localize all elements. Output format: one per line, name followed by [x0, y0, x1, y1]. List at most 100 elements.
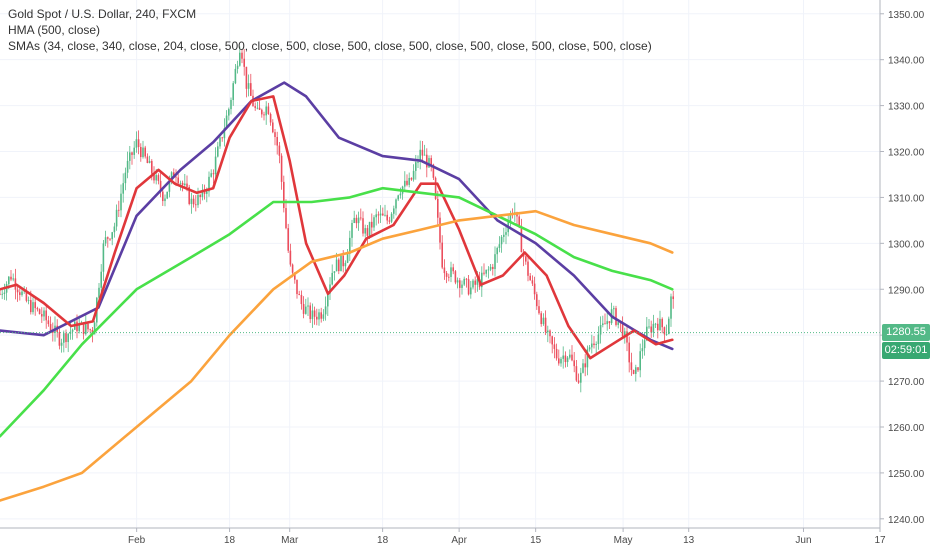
candle-body: [118, 209, 120, 211]
symbol-title[interactable]: Gold Spot / U.S. Dollar, 240, FXCM: [8, 7, 197, 21]
candle-body: [626, 331, 628, 343]
candle-body: [595, 344, 597, 345]
candle-body: [357, 217, 360, 224]
candle-body: [208, 176, 210, 192]
candle-body: [586, 349, 589, 368]
hma-label[interactable]: HMA (500, close): [8, 23, 101, 37]
candle-body: [30, 300, 32, 313]
indicator-line: [0, 95, 674, 360]
candle-body: [630, 362, 633, 370]
candle-body: [278, 145, 281, 156]
candle-body: [65, 333, 67, 343]
candle-body: [184, 183, 186, 186]
candle-body: [269, 114, 272, 123]
candle-body: [577, 380, 580, 383]
candle-body: [390, 213, 393, 222]
candle-body: [432, 164, 435, 178]
smas-label[interactable]: SMAs (34, close, 340, close, 204, close,…: [8, 39, 652, 53]
candle-body: [635, 367, 637, 374]
candle-body: [3, 292, 6, 294]
candle-body: [60, 342, 63, 346]
candle-body: [564, 355, 567, 363]
candle-body: [327, 293, 329, 307]
candle-body: [113, 226, 116, 233]
candle-body: [386, 214, 388, 221]
candle-body: [181, 182, 184, 186]
candle-body: [142, 147, 144, 158]
candle-body: [584, 363, 586, 368]
indicator-lines: [0, 81, 880, 502]
y-tick-label: 1260.00: [888, 423, 925, 434]
candle-body: [153, 173, 155, 181]
candle-body: [71, 329, 74, 332]
candle-body: [38, 309, 41, 315]
candle-body: [542, 317, 545, 325]
candle-body: [659, 318, 661, 331]
candle-body: [157, 175, 160, 181]
candle-body: [131, 152, 133, 155]
candle-body: [234, 68, 237, 84]
candle-body: [104, 237, 107, 244]
indicator-line: [0, 209, 674, 502]
candle-body: [78, 324, 80, 332]
candle-body: [364, 228, 366, 234]
candle-body: [76, 321, 78, 332]
candle-body: [261, 109, 263, 115]
candle-body: [164, 198, 166, 202]
y-tick-label: 1290.00: [888, 285, 925, 296]
candle-body: [340, 255, 342, 272]
candle-body: [124, 172, 127, 184]
x-tick-label: 17: [874, 535, 886, 546]
candle-body: [236, 65, 239, 69]
candle-body: [302, 304, 305, 314]
candle-body: [362, 218, 364, 234]
candle-body: [536, 294, 538, 307]
candle-body: [16, 289, 19, 293]
candle-body: [32, 302, 34, 313]
candle-body: [670, 296, 672, 319]
candle-body: [349, 237, 351, 255]
candle-body: [155, 175, 157, 181]
candle-body: [472, 280, 474, 288]
candle-body: [294, 272, 296, 280]
candle-body: [496, 247, 498, 255]
candle-body: [423, 154, 426, 156]
candle-body: [331, 272, 333, 285]
candle-body: [1, 293, 3, 295]
candle-body: [426, 154, 428, 168]
candle-body: [283, 181, 285, 209]
candle-body: [661, 318, 663, 328]
candle-body: [459, 280, 461, 288]
candle-body: [47, 320, 50, 325]
x-tick-label: Feb: [128, 535, 146, 546]
candle-body: [637, 367, 639, 371]
candle-body: [569, 354, 571, 358]
candle-body: [368, 221, 371, 236]
candle-body: [597, 334, 600, 345]
candle-body: [575, 366, 578, 381]
candle-body: [489, 266, 492, 270]
candle-body: [560, 358, 562, 364]
candle-body: [646, 326, 648, 341]
candle-body: [89, 329, 91, 331]
candle-body: [8, 276, 10, 285]
candle-body: [470, 287, 472, 295]
candle-body: [197, 194, 199, 206]
candle-body: [186, 183, 188, 188]
indicator-line: [0, 186, 674, 438]
candle-body: [379, 213, 382, 216]
grid: [0, 0, 881, 528]
candle-body: [582, 363, 584, 373]
candle-body: [168, 180, 171, 192]
candle-body: [648, 326, 650, 328]
candle-body: [441, 242, 443, 268]
y-tick-label: 1330.00: [888, 102, 925, 113]
candle-body: [672, 296, 674, 300]
candle-body: [107, 237, 109, 239]
candle-body: [219, 137, 221, 147]
candle-body: [498, 244, 501, 248]
candle-body: [93, 322, 96, 335]
candle-body: [243, 58, 245, 67]
